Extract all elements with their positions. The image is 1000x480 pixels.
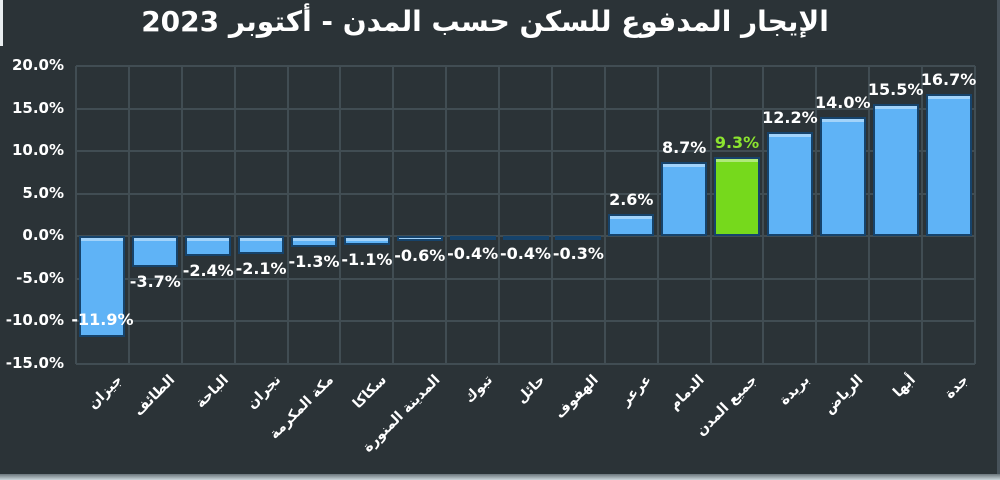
h-gridline <box>76 192 975 195</box>
bar-value-label: -1.3% <box>288 252 340 272</box>
bar-3 <box>238 236 285 254</box>
v-gridline <box>815 66 818 364</box>
bar-1 <box>132 236 179 268</box>
bar-value-label: -2.4% <box>182 261 234 281</box>
x-axis-city-label: الباحة <box>192 372 232 412</box>
x-axis-city-label: الطائف <box>131 372 179 420</box>
bar-4 <box>290 236 337 248</box>
bar-value-label: 8.7% <box>661 138 707 158</box>
bar-value-label: 9.3% <box>714 132 760 152</box>
photo-edge-bottom-artifact <box>0 474 1000 480</box>
bar-value-label: -11.9% <box>71 310 134 330</box>
bar-9 <box>555 236 602 240</box>
x-axis-city-label: الدمام <box>666 372 708 414</box>
bar-value-label: -0.4% <box>447 244 499 264</box>
x-axis-city-label: أبها <box>890 372 920 401</box>
v-gridline <box>603 66 606 364</box>
y-axis-tick-label: 20.0% <box>11 56 64 74</box>
photo-edge-right-artifact <box>997 0 1000 480</box>
h-gridline <box>76 277 975 280</box>
v-gridline <box>921 66 924 364</box>
bar-10 <box>608 213 655 236</box>
photo-edge-left-artifact <box>0 0 3 46</box>
v-gridline <box>868 66 871 364</box>
bar-value-label: -3.7% <box>129 272 181 292</box>
chart-title: الإيجار المدفوع للسكن حسب المدن - أكتوبر… <box>141 5 829 38</box>
bar-13 <box>766 132 813 236</box>
bar-14 <box>819 117 866 236</box>
bar-15 <box>872 104 919 236</box>
h-gridline <box>76 107 975 110</box>
x-axis-city-label: عرعر <box>617 372 655 410</box>
bar-value-label: -0.6% <box>394 246 446 266</box>
v-gridline <box>233 66 236 364</box>
v-gridline <box>974 66 976 364</box>
h-gridline <box>76 150 975 152</box>
h-gridline <box>76 65 975 67</box>
v-gridline <box>445 66 448 364</box>
y-axis-tick-label: 15.0% <box>11 98 64 117</box>
h-gridline <box>76 362 975 365</box>
bar-value-label: -0.4% <box>499 244 552 264</box>
bar-16 <box>925 94 972 236</box>
v-gridline <box>656 66 659 364</box>
x-axis-city-label: تبوك <box>461 372 496 407</box>
v-gridline <box>339 66 342 364</box>
x-axis-city-label: حائل <box>514 372 549 407</box>
x-axis-city-label: نجران <box>244 372 285 413</box>
v-gridline <box>709 66 712 364</box>
x-axis-city-label: الهفوف <box>551 372 602 422</box>
bar-value-label: 2.6% <box>609 189 654 209</box>
bar-value-label: 16.7% <box>920 70 977 90</box>
bar-all-cities-highlight <box>714 156 761 236</box>
x-axis-city-label: جيزان <box>85 372 126 413</box>
bar-value-label: -1.1% <box>341 250 393 270</box>
y-axis-tick-label: 5.0% <box>22 183 64 202</box>
bar-7 <box>449 236 496 240</box>
y-axis-tick-label: -10.0% <box>5 311 64 329</box>
bar-value-label: 14.0% <box>815 93 871 112</box>
y-axis-tick-label: -15.0% <box>5 353 64 372</box>
x-axis-city-label: سكاكا <box>350 372 391 413</box>
bar-6 <box>396 236 443 242</box>
bar-value-label: -0.3% <box>552 243 604 263</box>
bar-value-label: -2.1% <box>235 258 287 278</box>
x-axis-city-label: الرياض <box>820 372 867 418</box>
bar-0 <box>79 236 126 338</box>
v-gridline <box>498 66 501 364</box>
bar-value-label: 15.5% <box>867 80 924 100</box>
y-axis-tick-label: -5.0% <box>16 268 64 287</box>
v-gridline <box>127 66 130 364</box>
bar-5 <box>343 236 390 246</box>
bar-11 <box>661 162 708 236</box>
v-gridline <box>762 66 765 364</box>
x-axis-city-label: بريدة <box>776 372 814 409</box>
v-gridline <box>75 66 77 364</box>
v-gridline <box>392 66 395 364</box>
y-axis-tick-label: 10.0% <box>11 141 64 159</box>
y-axis-tick-label: 0.0% <box>22 226 64 244</box>
bar-2 <box>185 236 232 257</box>
bar-value-label: 12.2% <box>762 108 818 128</box>
x-axis-city-label: جدة <box>941 372 972 403</box>
h-gridline <box>76 320 975 322</box>
v-gridline <box>180 66 183 364</box>
v-gridline <box>286 66 289 364</box>
v-gridline <box>550 66 553 364</box>
bar-8 <box>502 236 549 240</box>
